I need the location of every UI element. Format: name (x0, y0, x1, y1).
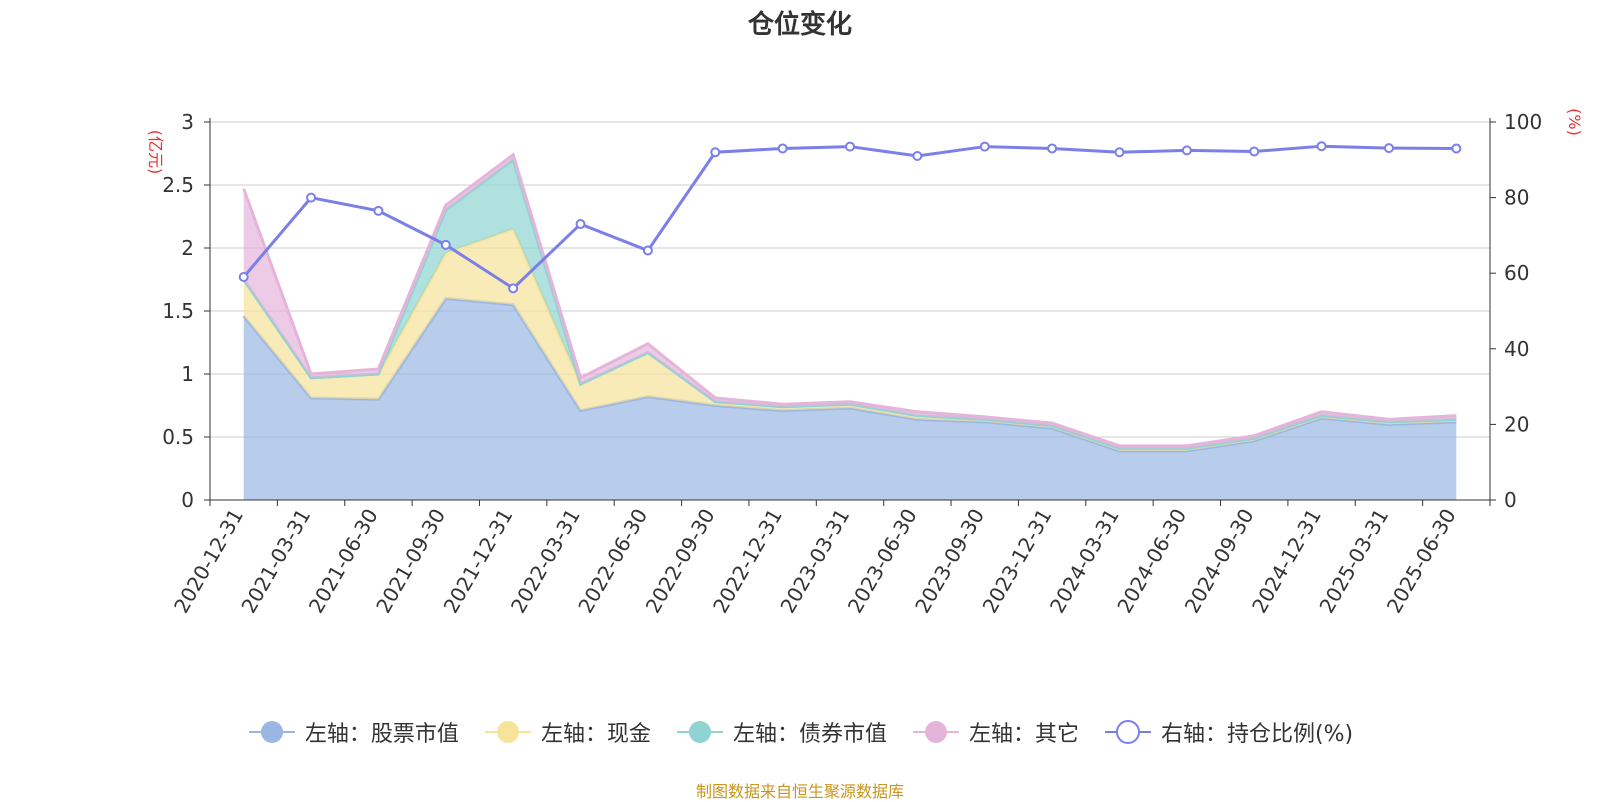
line-point (1316, 141, 1327, 152)
line-point (710, 147, 721, 158)
x-tick-label: 2024-09-30 (1180, 505, 1259, 618)
x-tick-label: 2021-09-30 (371, 504, 450, 617)
line-point (238, 271, 249, 282)
y-right-unit-label: (%) (1565, 108, 1584, 136)
legend-label: 右轴：持仓比例(%) (1160, 722, 1354, 747)
line-point (1249, 146, 1260, 157)
line-point (1451, 143, 1462, 154)
line-point (1383, 143, 1394, 154)
x-tick-label: 2025-03-31 (1314, 505, 1393, 618)
y-right-tick-label: 40 (1504, 337, 1529, 361)
y-left-tick-label: 3 (181, 110, 194, 134)
legend-label: 左轴：股票市值 (304, 722, 459, 747)
legend-item[interactable]: 左轴：其它 (911, 716, 1079, 748)
x-tick-label: 2022-09-30 (641, 505, 720, 618)
y-left-tick-label: 0.5 (162, 425, 194, 449)
y-right-tick-label: 0 (1504, 488, 1517, 512)
legend-label: 左轴：现金 (540, 722, 651, 747)
x-tick-label: 2023-09-30 (910, 505, 989, 618)
x-tick-label: 2022-06-30 (573, 505, 652, 618)
legend-label: 左轴：债券市值 (732, 722, 887, 747)
line-point (1047, 143, 1058, 154)
legend-swatch-marker (260, 721, 283, 743)
line-point (912, 151, 923, 162)
legend: 左轴：股票市值 左轴：现金 左轴：债券市值 左轴：其它 右轴：持仓比例(%) (0, 716, 1600, 748)
legend-swatch (248, 721, 295, 743)
x-tick-label: 2024-03-31 (1045, 505, 1124, 618)
chart-svg: 00.511.522.530204060801002020-12-312021-… (146, 108, 1584, 618)
legend-swatch-marker (688, 721, 711, 743)
x-tick-label: 2022-03-31 (506, 505, 585, 618)
line-point (777, 143, 788, 154)
x-tick-label: 2021-03-31 (236, 505, 315, 618)
line-point (1114, 147, 1125, 158)
y-left-tick-label: 1 (181, 362, 194, 386)
legend-swatch-marker (1115, 720, 1140, 744)
line-point (845, 141, 855, 152)
x-tick-label: 2024-12-31 (1247, 505, 1326, 618)
y-left-tick-label: 1.5 (162, 299, 194, 323)
legend-item[interactable]: 左轴：现金 (483, 716, 651, 748)
y-left-tick-label: 2.5 (162, 173, 194, 197)
x-tick-label: 2022-12-31 (708, 505, 787, 618)
y-right-tick-label: 60 (1504, 261, 1529, 285)
line-point (979, 141, 990, 152)
legend-swatch (676, 721, 723, 743)
legend-item[interactable]: 右轴：持仓比例(%) (1103, 716, 1353, 748)
line-point (642, 245, 653, 256)
y-right-tick-label: 100 (1504, 110, 1542, 134)
y-right-tick-label: 20 (1504, 412, 1529, 436)
x-tick-label: 2021-06-30 (304, 505, 383, 618)
x-tick-label: 2023-12-31 (978, 505, 1057, 618)
area-左轴：现金 (243, 229, 1457, 451)
area-左轴：股票市值 (243, 298, 1457, 500)
legend-label: 左轴：其它 (968, 722, 1079, 747)
line-point (508, 283, 519, 294)
x-tick-label: 2020-12-31 (169, 505, 248, 618)
x-tick-label: 2021-12-31 (439, 505, 518, 618)
legend-swatch-marker (924, 721, 947, 743)
y-left-tick-label: 0 (181, 488, 194, 512)
y-left-tick-label: 2 (181, 236, 194, 260)
x-tick-label: 2023-03-31 (775, 505, 854, 618)
line-point (575, 219, 586, 230)
legend-swatch (1104, 720, 1151, 744)
legend-swatch (484, 721, 531, 743)
legend-swatch-marker (496, 721, 519, 743)
area-layer (242, 152, 1457, 500)
y-right-tick-label: 80 (1504, 186, 1529, 210)
area-edge-左轴：其它 (242, 152, 1457, 448)
x-tick-label: 2024-06-30 (1112, 505, 1191, 618)
line-point (1181, 145, 1192, 156)
chart-title: 仓位变化 (747, 10, 852, 40)
line-point (306, 192, 317, 203)
line-layer (238, 141, 1462, 294)
x-tick-label: 2025-06-30 (1382, 505, 1461, 618)
legend-swatch (912, 721, 959, 743)
x-tick-label: 2023-06-30 (843, 505, 922, 618)
legend-item[interactable]: 左轴：股票市值 (247, 716, 459, 748)
line-point (373, 205, 384, 216)
legend-item[interactable]: 左轴：债券市值 (675, 716, 887, 748)
line-point (440, 239, 451, 250)
y-left-unit-label: (亿元) (146, 130, 165, 175)
source-note: 制图数据来自恒生聚源数据库 (695, 782, 904, 801)
